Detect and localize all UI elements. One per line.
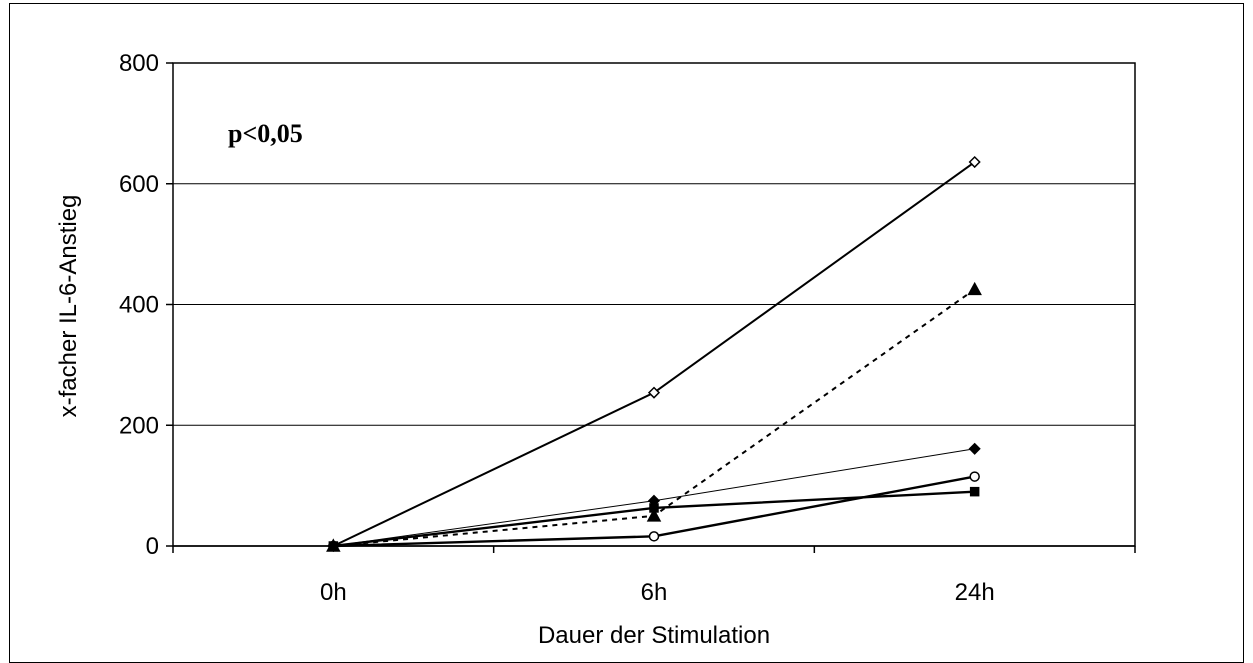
data-point: [648, 531, 660, 542]
data-point: [968, 442, 981, 455]
y-tick-label: 0: [146, 533, 159, 560]
series-line: [332, 161, 976, 547]
data-point: [649, 503, 659, 513]
y-axis-label: x-facher IL-6-Anstieg: [55, 195, 82, 418]
x-tick-label: 6h: [641, 579, 668, 606]
series-5: [328, 486, 980, 551]
series-group: [326, 155, 982, 553]
x-tick-label: 24h: [955, 579, 995, 606]
y-axis: 0 200 400 600 800: [119, 50, 173, 560]
gridlines: [173, 183, 1135, 426]
x-tick-label: 0h: [320, 579, 347, 606]
y-tick-label: 400: [119, 292, 159, 319]
chart-frame: [9, 3, 1244, 663]
annotation: p<0,05: [228, 119, 303, 148]
y-tick-label: 600: [119, 171, 159, 198]
data-point: [647, 386, 661, 399]
data-point: [968, 155, 981, 169]
y-tick-label: 200: [119, 412, 159, 439]
data-point: [328, 541, 339, 551]
data-point: [646, 508, 662, 522]
x-ticks: 0h 6h 24h: [172, 546, 1136, 606]
data-point: [967, 281, 982, 296]
y-tick-label: 800: [119, 50, 159, 77]
data-point: [969, 471, 980, 482]
x-axis-label: Dauer der Stimulation: [538, 622, 770, 649]
data-point: [969, 486, 980, 497]
